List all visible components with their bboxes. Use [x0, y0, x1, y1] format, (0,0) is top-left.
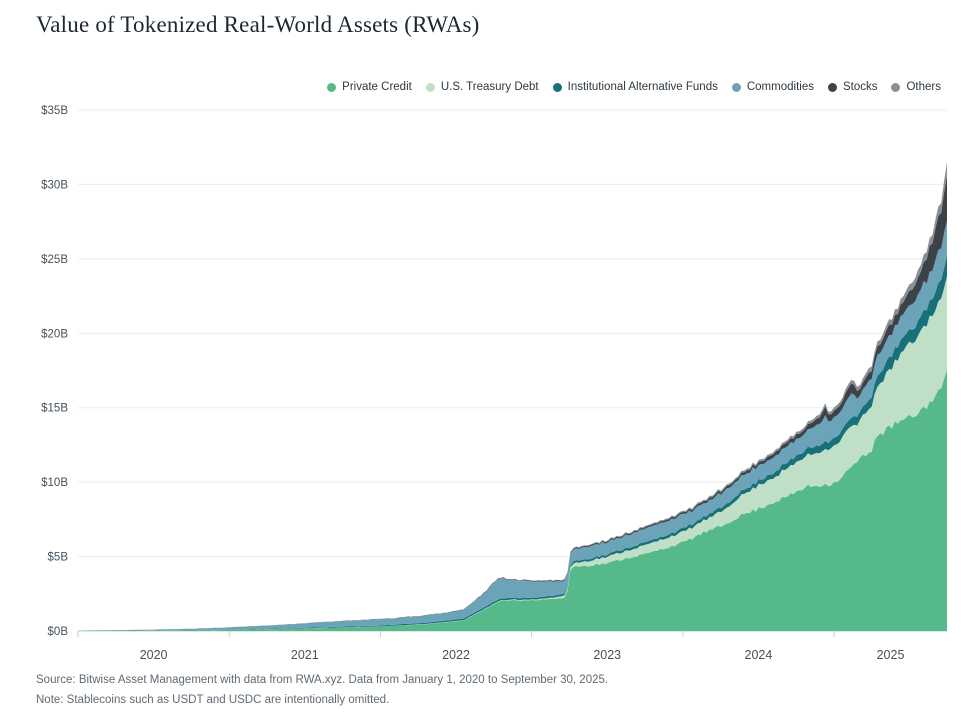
area-private-credit	[78, 370, 947, 631]
y-axis-labels: $0B $5B $10B $15B $20B $25B $30B $35B	[41, 105, 68, 638]
svg-text:$20B: $20B	[41, 328, 68, 340]
page-title: Value of Tokenized Real-World Assets (RW…	[36, 12, 480, 37]
x-axis-labels: 2020 2021 2022 2023 2024 2025	[140, 648, 905, 662]
chart-footer: Source: Bitwise Asset Management with da…	[36, 674, 608, 714]
svg-text:$15B: $15B	[41, 403, 68, 415]
legend-dot-icon	[827, 82, 837, 92]
legend-dot-icon	[891, 82, 901, 92]
legend-item-u-s-treasury-debt: U.S. Treasury Debt	[425, 81, 539, 93]
svg-text:$10B: $10B	[41, 477, 68, 489]
legend-label: Institutional Alternative Funds	[567, 81, 718, 93]
legend-item-commodities: Commodities	[731, 81, 814, 93]
legend-label: Commodities	[746, 81, 814, 93]
legend-item-private-credit: Private Credit	[327, 81, 412, 93]
x-axis-ticks	[77, 631, 835, 637]
svg-text:$25B: $25B	[41, 254, 68, 266]
legend-item-stocks: Stocks	[827, 81, 878, 93]
svg-text:2024: 2024	[745, 648, 773, 662]
legend-dot-icon	[731, 82, 741, 92]
legend-label: Private Credit	[342, 81, 412, 93]
legend-dot-icon	[552, 82, 562, 92]
area-series	[78, 162, 947, 631]
svg-text:2021: 2021	[291, 648, 319, 662]
svg-text:$5B: $5B	[48, 552, 69, 564]
legend-label: Others	[906, 81, 941, 93]
source-text: Source: Bitwise Asset Management with da…	[36, 674, 609, 686]
svg-text:2020: 2020	[140, 648, 168, 662]
note-text: Note: Stablecoins such as USDT and USDC …	[36, 694, 390, 706]
legend-dot-icon	[425, 82, 435, 92]
svg-text:$30B: $30B	[41, 179, 68, 191]
svg-text:2022: 2022	[442, 648, 470, 662]
chart-legend: Private Credit U.S. Treasury Debt Institut…	[327, 81, 941, 93]
legend-label: Stocks	[842, 81, 878, 93]
legend-item-others: Others	[891, 81, 941, 93]
legend-dot-icon	[327, 82, 337, 92]
svg-text:2025: 2025	[877, 648, 905, 662]
svg-text:$35B: $35B	[41, 105, 68, 117]
legend-item-institutional-alternative-funds: Institutional Alternative Funds	[552, 81, 718, 93]
svg-text:$0B: $0B	[48, 626, 69, 638]
gridlines	[78, 109, 947, 632]
legend-label: U.S. Treasury Debt	[440, 81, 539, 93]
svg-text:2023: 2023	[593, 648, 621, 662]
